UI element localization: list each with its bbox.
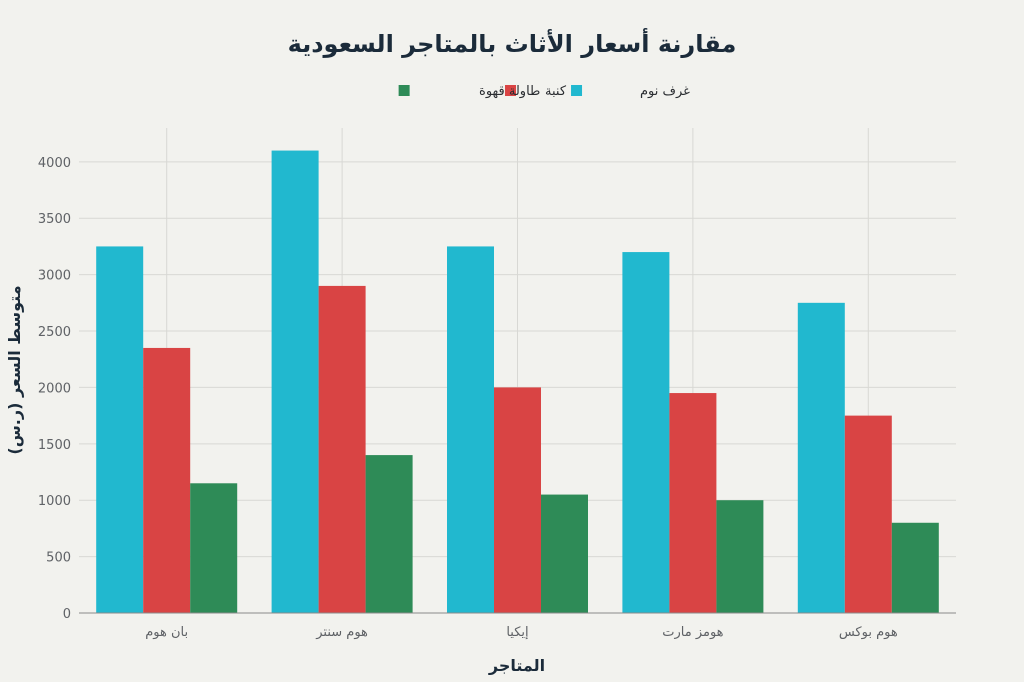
bar[interactable] — [96, 246, 144, 613]
bar[interactable] — [844, 415, 892, 613]
x-tick-label: هوم بوكس — [839, 625, 898, 640]
bars-layer — [96, 150, 939, 613]
bar[interactable] — [365, 455, 413, 613]
legend-swatch — [398, 85, 410, 96]
y-tick-label: 2500 — [38, 325, 71, 340]
bar[interactable] — [143, 347, 191, 613]
y-tick-label: 1000 — [38, 494, 71, 509]
y-tick-label: 4000 — [38, 156, 71, 171]
legend: غرف نوم كنبة طاولة قهوة — [398, 84, 690, 99]
bar[interactable] — [669, 393, 717, 613]
bar[interactable] — [891, 522, 939, 613]
legend-label: كنبة — [545, 84, 567, 99]
legend-label: طاولة قهوة — [479, 84, 540, 99]
x-axis-title: المتاجر — [488, 656, 545, 675]
x-axis-ticks: بان هوم هوم سنتر إيكيا هومز مارت هوم بوكس — [145, 625, 898, 640]
y-axis-title: متوسط السعر (ر.س) — [5, 285, 24, 454]
bar[interactable] — [271, 150, 319, 613]
y-tick-label: 3500 — [38, 212, 71, 227]
bar[interactable] — [494, 387, 541, 613]
bar[interactable] — [447, 246, 494, 613]
y-axis-ticks: 0 500 1000 1500 2000 2500 3000 3500 4000 — [38, 156, 71, 622]
chart-title: مقارنة أسعار الأثاث بالمتاجر السعودية — [288, 28, 737, 58]
x-tick-label: هومز مارت — [662, 625, 723, 640]
bar[interactable] — [318, 285, 366, 613]
y-tick-label: 0 — [63, 607, 71, 622]
y-tick-label: 500 — [46, 551, 71, 566]
x-tick-label: إيكيا — [506, 625, 528, 640]
legend-swatch — [505, 85, 517, 96]
bar[interactable] — [190, 483, 238, 613]
bar[interactable] — [541, 494, 588, 613]
legend-swatch — [571, 85, 583, 96]
bar[interactable] — [797, 302, 845, 613]
y-tick-label: 3000 — [38, 269, 71, 284]
y-tick-label: 2000 — [38, 381, 71, 396]
legend-label: غرف نوم — [640, 84, 690, 99]
bar[interactable] — [622, 252, 670, 613]
bar[interactable] — [716, 500, 764, 613]
x-tick-label: بان هوم — [145, 625, 188, 640]
y-tick-label: 1500 — [38, 438, 71, 453]
x-tick-label: هوم سنتر — [315, 625, 368, 640]
